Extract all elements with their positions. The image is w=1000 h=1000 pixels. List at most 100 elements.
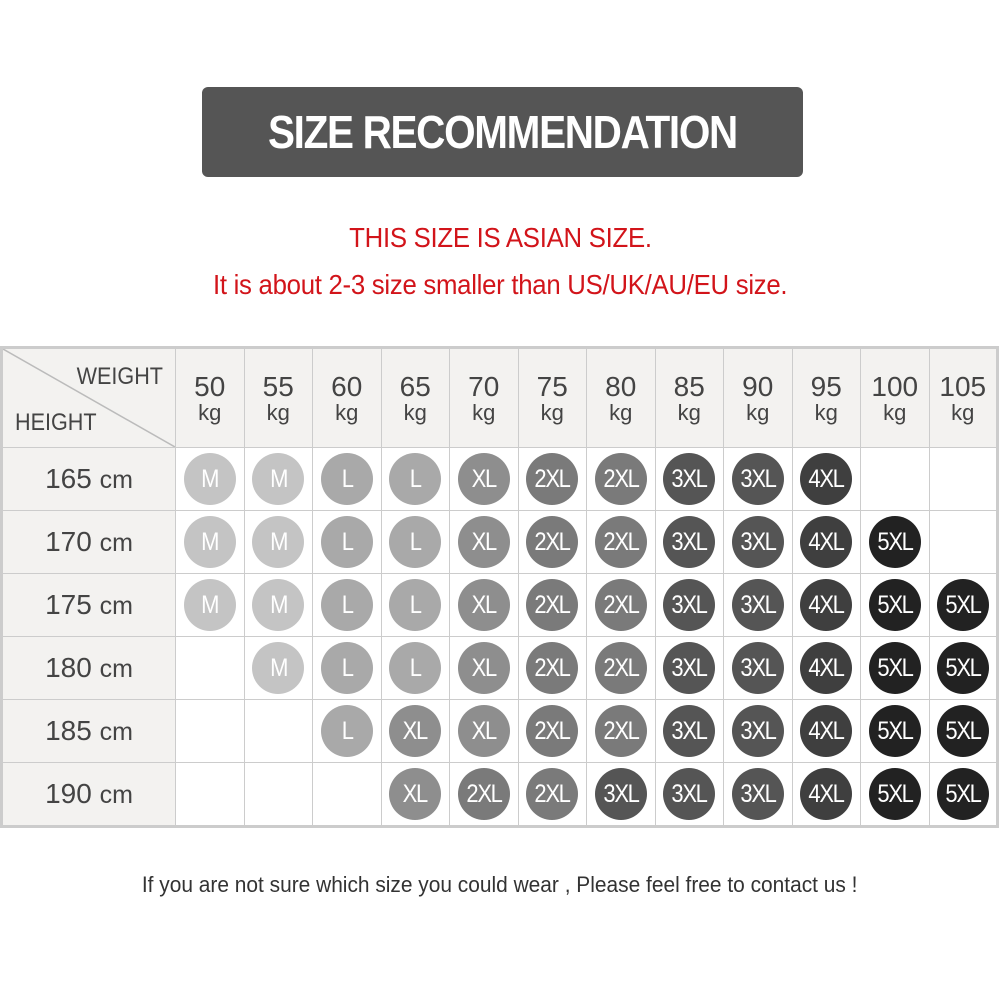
- notice-line-2: It is about 2-3 size smaller than US/UK/…: [212, 269, 788, 300]
- size-badge: XL: [457, 705, 510, 757]
- height-label: 170 cm: [1, 510, 176, 574]
- size-label: M: [201, 590, 219, 619]
- size-label: M: [201, 527, 219, 556]
- size-badge: L: [320, 642, 373, 694]
- size-badge: XL: [457, 516, 510, 568]
- size-cell: XL: [449, 510, 519, 574]
- size-cell: 3XL: [654, 762, 724, 827]
- size-cell: 3XL: [654, 636, 724, 700]
- size-label: XL: [471, 716, 498, 745]
- size-cell: 2XL: [449, 762, 519, 827]
- weight-value: 85: [673, 370, 705, 402]
- size-label: 2XL: [603, 590, 640, 619]
- weight-unit: kg: [540, 400, 564, 426]
- size-label: 2XL: [534, 527, 572, 556]
- size-cell: 2XL: [517, 636, 587, 700]
- size-label: 3XL: [740, 716, 777, 745]
- size-cell: 5XL: [860, 573, 930, 637]
- weight-axis-label: WEIGHT: [76, 363, 163, 390]
- size-badge: 5XL: [868, 516, 921, 568]
- size-cell: 5XL: [928, 636, 998, 700]
- size-cell: 5XL: [860, 762, 930, 827]
- size-cell: 2XL: [517, 762, 587, 827]
- table-row: 180 cm M L L XL 2XL 2XL 3XL 3XL 4XL 5XL 5XL: [1, 636, 998, 700]
- size-badge: 3XL: [731, 516, 784, 568]
- weight-value: 50: [194, 370, 226, 402]
- weight-header-55: 55 kg: [243, 347, 313, 448]
- weight-header-70: 70 kg: [449, 347, 519, 448]
- size-badge: 4XL: [800, 642, 853, 694]
- height-value: 170: [45, 526, 92, 557]
- size-label: 2XL: [603, 653, 640, 682]
- weight-unit: kg: [198, 400, 222, 426]
- size-cell: 2XL: [586, 510, 656, 574]
- size-badge: L: [320, 516, 373, 568]
- height-label: 165 cm: [1, 447, 176, 511]
- size-badge: M: [252, 642, 305, 694]
- size-badge: 3XL: [594, 768, 647, 820]
- weight-unit: kg: [403, 400, 427, 426]
- weight-unit: kg: [677, 400, 701, 426]
- weight-value: 75: [536, 370, 568, 402]
- size-label: 3XL: [671, 464, 709, 493]
- size-badge: L: [320, 453, 373, 505]
- size-label: 3XL: [740, 527, 777, 556]
- size-label: 2XL: [534, 590, 572, 619]
- size-badge: L: [389, 642, 442, 694]
- size-badge: XL: [389, 768, 442, 820]
- size-cell: L: [312, 636, 382, 700]
- size-badge: 5XL: [868, 642, 921, 694]
- size-label: XL: [471, 464, 498, 493]
- weight-value: 80: [605, 370, 637, 402]
- size-label: XL: [471, 527, 498, 556]
- size-label: L: [341, 716, 353, 745]
- size-label: XL: [403, 716, 429, 745]
- size-cell: L: [312, 699, 382, 763]
- size-cell: 3XL: [723, 636, 793, 700]
- size-label: 5XL: [877, 527, 914, 556]
- size-badge: 4XL: [800, 516, 853, 568]
- size-label: 2XL: [603, 716, 640, 745]
- size-badge: 3XL: [731, 579, 784, 631]
- size-badge: 2XL: [594, 453, 647, 505]
- weight-header-75: 75 kg: [517, 347, 587, 448]
- title-banner: SIZE RECOMMENDATION: [202, 87, 803, 177]
- size-cell: L: [380, 636, 450, 700]
- size-badge: 2XL: [526, 768, 579, 820]
- size-cell: [243, 699, 313, 763]
- size-label: XL: [471, 653, 498, 682]
- size-label: 3XL: [740, 464, 777, 493]
- size-cell: 2XL: [586, 573, 656, 637]
- size-cell: [312, 762, 382, 827]
- size-label: 5XL: [945, 779, 982, 808]
- size-badge: 2XL: [526, 579, 579, 631]
- size-badge: 2XL: [526, 705, 579, 757]
- size-label: 3XL: [740, 653, 777, 682]
- size-label: 5XL: [945, 653, 982, 682]
- weight-value: 95: [810, 370, 842, 402]
- size-label: 2XL: [534, 779, 572, 808]
- weight-unit: kg: [746, 400, 770, 426]
- size-cell: 2XL: [517, 510, 587, 574]
- size-cell: L: [312, 573, 382, 637]
- size-cell: M: [243, 510, 313, 574]
- height-value: 175: [45, 589, 92, 620]
- size-badge: 4XL: [800, 579, 853, 631]
- size-label: 4XL: [808, 464, 846, 493]
- weight-unit: kg: [609, 400, 633, 426]
- weight-header-60: 60 kg: [312, 347, 382, 448]
- size-cell: 3XL: [723, 573, 793, 637]
- corner-header: WEIGHT HEIGHT: [1, 347, 176, 448]
- size-cell: [243, 762, 313, 827]
- size-label: 3XL: [671, 653, 709, 682]
- size-cell: 2XL: [586, 636, 656, 700]
- table-row: 185 cm L XL XL 2XL 2XL 3XL 3XL 4XL 5XL 5XL: [1, 699, 998, 763]
- size-badge: 2XL: [526, 642, 579, 694]
- size-label: M: [269, 653, 288, 682]
- size-badge: 2XL: [526, 453, 579, 505]
- size-badge: 5XL: [936, 768, 989, 820]
- size-difference-notice: It is about 2-3 size smaller than US/UK/…: [0, 269, 1000, 301]
- size-badge: 3XL: [663, 453, 716, 505]
- size-cell: XL: [449, 447, 519, 511]
- height-label: 190 cm: [1, 762, 176, 827]
